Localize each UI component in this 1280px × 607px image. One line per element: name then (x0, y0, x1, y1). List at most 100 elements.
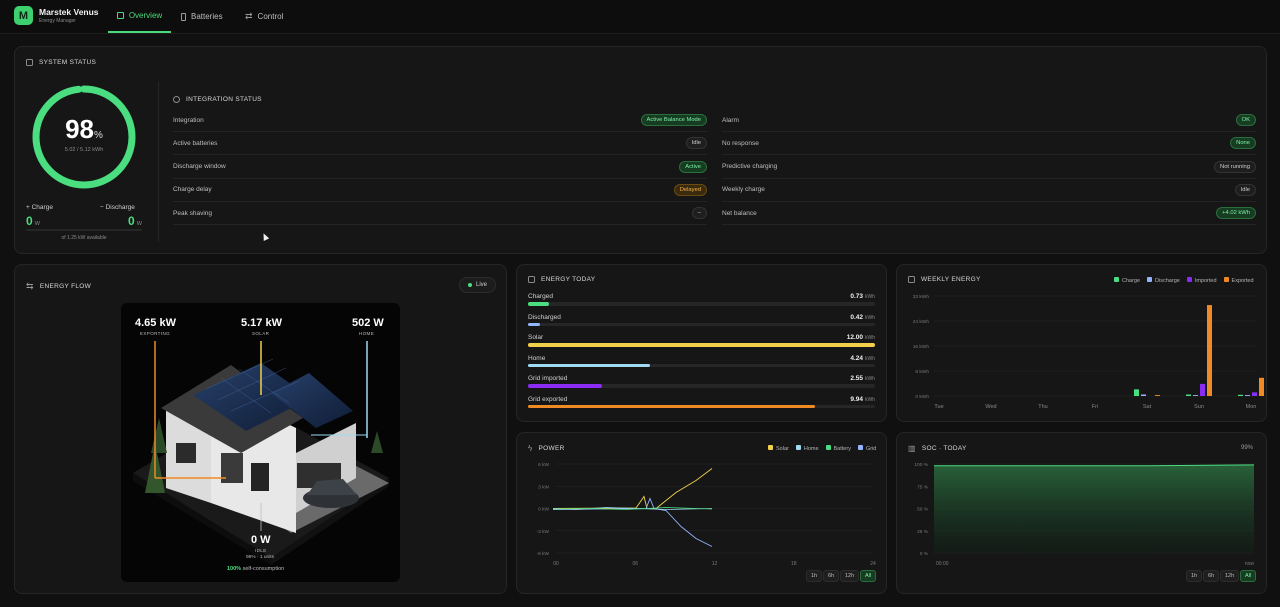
range-button-all[interactable]: All (860, 570, 877, 582)
energy-row-track (528, 343, 875, 347)
energy-row-track (528, 404, 875, 408)
y-tick-label: -6 kW (536, 551, 549, 557)
energy-today-row: Discharged 0.42 kWh (528, 314, 875, 334)
integration-status-badge: +4.02 kWh (1216, 207, 1256, 220)
x-tick-label: 12 (712, 561, 718, 567)
energy-row-label: Home (528, 354, 546, 362)
status-divider (158, 82, 159, 242)
solar-label: SOLAR (252, 331, 270, 336)
soc-detail: 5.02 / 5.12 kWh (64, 147, 104, 153)
range-button-6h[interactable]: 6h (823, 570, 840, 582)
energy-row-fill (528, 302, 549, 306)
weekly-bar (1238, 394, 1243, 396)
tab-control[interactable]: ⇄ Control (245, 0, 283, 33)
x-tick-label: 18 (791, 561, 797, 567)
energy-today-row: Solar 12.00 kWh (528, 334, 875, 354)
integration-status-badge: Active Balance Mode (640, 114, 707, 126)
integration-status-badge: Idle (1234, 183, 1256, 196)
range-button-all[interactable]: All (1240, 570, 1257, 582)
weekly-bar (1193, 395, 1198, 396)
x-tick-label: Mon (1246, 404, 1257, 410)
y-tick-label: 75 % (917, 484, 929, 490)
integration-row: Integration Active Balance Mode (173, 109, 707, 132)
energy-row-track (528, 363, 875, 367)
legend-item: Grid (857, 445, 876, 452)
integration-row: Discharge window Active (173, 156, 707, 179)
range-button-6h[interactable]: 6h (1203, 570, 1220, 582)
energy-row-label: Grid exported (528, 395, 568, 403)
power-title: ϟ POWER (528, 444, 565, 453)
weekly-bar (1134, 389, 1139, 396)
calendar-icon (528, 276, 535, 283)
integration-status-badge: Active (679, 160, 707, 173)
y-tick-label: 16 kWh (913, 344, 930, 350)
sliders-icon: ⇄ (245, 11, 253, 21)
exporting-label: EXPORTING (140, 331, 171, 336)
bar-chart-icon: ▥ (908, 444, 916, 453)
power-usage-track (26, 229, 142, 231)
range-button-12h[interactable]: 12h (1220, 570, 1240, 582)
lightning-icon: ϟ (528, 444, 533, 453)
energy-flow-title: ⇆ ENERGY FLOW (26, 281, 91, 292)
energy-row-label: Grid imported (528, 375, 568, 382)
live-dot-icon (468, 283, 472, 287)
range-button-12h[interactable]: 12h (840, 570, 860, 582)
solar-value: 5.17 kW (241, 317, 282, 329)
energy-flow-title-text: ENERGY FLOW (39, 283, 92, 290)
range-button-1h[interactable]: 1h (806, 570, 823, 582)
calendar-week-icon (908, 276, 915, 283)
energy-row-fill (528, 363, 651, 367)
grid-icon (116, 12, 124, 19)
energy-today-row: Grid imported 2.55 kWh (528, 375, 875, 395)
weekly-bar (1207, 305, 1212, 396)
weekly-bar (1141, 394, 1146, 396)
soc-area (934, 464, 1254, 553)
x-tick-label: Fri (1092, 404, 1098, 410)
y-tick-label: 0 % (920, 551, 929, 557)
integration-status-badge: None (1230, 137, 1256, 150)
integration-row: Peak shaving – (173, 202, 707, 226)
integration-row-label: Discharge window (173, 163, 226, 171)
charge-value: 0 (26, 214, 33, 228)
energy-row-fill (528, 404, 816, 408)
tab-batteries[interactable]: Batteries (181, 0, 223, 33)
integration-row: Net balance +4.02 kWh (722, 202, 1256, 226)
energy-row-label: Solar (528, 334, 544, 341)
weekly-energy-title-text: WEEKLY ENERGY (921, 276, 981, 283)
y-tick-label: -3 kW (536, 529, 549, 535)
system-status-title-text: SYSTEM STATUS (39, 59, 97, 66)
power-chart: 6 kW 3 kW 0 kW -3 kW -6 kW 00 06 12 18 24 (536, 462, 876, 567)
x-tick-label: Tue (934, 404, 943, 410)
legend-swatch (1147, 277, 1153, 282)
integration-row-label: Peak shaving (173, 209, 213, 217)
energy-today-row: Home 4.24 kWh (528, 355, 875, 375)
battery-flow-label: IDLE (255, 548, 267, 553)
energy-row-unit: kWh (865, 396, 875, 403)
y-tick-label: 50 % (917, 507, 929, 513)
app-logo: M (14, 6, 33, 25)
x-tick-label: Sat (1143, 404, 1152, 410)
charge-label: + Charge (26, 204, 53, 211)
x-tick-label: Wed (985, 404, 996, 410)
tab-overview[interactable]: Overview (108, 0, 171, 33)
top-bar: M Marstek Venus Energy Manager Overview … (0, 0, 1280, 34)
integration-row-label: Integration (173, 116, 204, 124)
energy-row-unit: kWh (865, 314, 875, 321)
legend-swatch (795, 445, 801, 450)
integration-row: Weekly charge Idle (722, 179, 1256, 202)
integration-status-badge: Idle (685, 137, 707, 150)
integration-status-badge: OK (1235, 114, 1256, 126)
legend-label: Discharge (1155, 278, 1180, 284)
integration-title-text: INTEGRATION STATUS (186, 96, 262, 103)
range-button-1h[interactable]: 1h (1186, 570, 1203, 582)
x-tick-label: 06 (632, 561, 638, 567)
legend-item: Home (795, 445, 819, 452)
grid-line-series (552, 497, 713, 547)
legend-item: Imported (1186, 277, 1217, 284)
legend-label: Charge (1122, 278, 1141, 284)
app-subtitle: Energy Manager (39, 18, 76, 24)
home-line (552, 507, 713, 510)
x-tick-label: 24 (870, 561, 876, 567)
self-consumption-pct: 100% (227, 566, 242, 572)
soc-unit: % (94, 130, 103, 141)
